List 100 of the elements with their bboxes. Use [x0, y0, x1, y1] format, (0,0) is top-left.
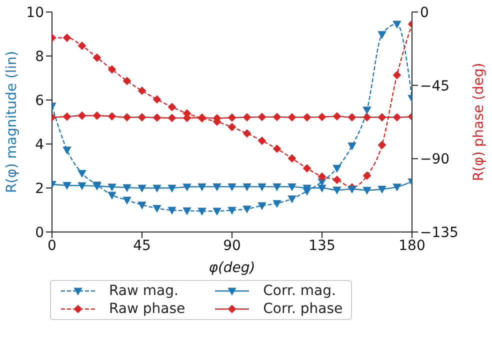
y-axis-title: R(φ) magnitude (lin): [4, 50, 20, 194]
point: [303, 164, 311, 172]
point: [108, 65, 116, 74]
y-tick-label: 4: [35, 136, 44, 153]
point: [153, 184, 161, 192]
point: [123, 184, 131, 192]
point: [63, 146, 71, 154]
y2-axis-title: R(φ) phase (deg): [470, 62, 487, 182]
y2-tick-label: −90: [420, 152, 450, 168]
point: [378, 186, 386, 194]
point: [348, 186, 356, 194]
point: [138, 202, 146, 209]
point: [288, 154, 296, 162]
point: [153, 95, 161, 104]
point: [153, 114, 161, 122]
point: [213, 208, 221, 216]
point: [228, 114, 236, 122]
point: [168, 103, 176, 112]
point: [273, 200, 281, 208]
point: [168, 114, 176, 122]
y-tick-label: 8: [35, 48, 44, 65]
point: [363, 172, 371, 180]
point: [393, 184, 401, 191]
legend-label: Raw mag.: [109, 283, 178, 299]
point: [213, 183, 221, 191]
y-tick-label: 2: [35, 180, 44, 197]
point: [318, 112, 326, 121]
point: [78, 182, 86, 190]
point: [63, 182, 71, 190]
point: [138, 113, 146, 122]
point: [258, 136, 266, 145]
x-tick-label: 90: [223, 238, 241, 254]
point: [363, 106, 371, 114]
point: [393, 71, 401, 80]
point: [333, 164, 341, 172]
point: [168, 184, 176, 192]
point: [258, 112, 266, 121]
point: [378, 113, 386, 122]
point: [123, 196, 131, 204]
point: [63, 34, 71, 42]
point: [378, 140, 386, 149]
point: [318, 172, 326, 181]
point: [183, 207, 191, 215]
point: [273, 183, 281, 191]
legend-label: Corr. phase: [263, 301, 343, 317]
point: [258, 202, 266, 210]
point: [198, 183, 206, 191]
point: [123, 76, 131, 85]
y2-tick-label: −45: [420, 78, 450, 94]
point: [333, 186, 341, 194]
point: [78, 42, 86, 50]
point: [153, 204, 161, 212]
point: [93, 54, 101, 62]
point: [363, 113, 371, 122]
point: [93, 112, 101, 120]
y-tick-label: 0: [35, 224, 44, 241]
point: [138, 86, 146, 95]
point: [243, 183, 251, 191]
y-tick-label: 10: [26, 4, 44, 21]
point: [333, 176, 341, 184]
point: [273, 144, 281, 153]
point: [243, 206, 251, 213]
point: [348, 113, 356, 122]
point: [228, 123, 236, 132]
point: [363, 186, 371, 194]
point: [393, 20, 401, 28]
point: [393, 113, 401, 122]
x-tick-label: 135: [308, 238, 336, 254]
point: [108, 184, 116, 191]
point: [333, 112, 341, 120]
point: [183, 184, 191, 191]
point: [288, 183, 296, 191]
point: [288, 113, 296, 122]
point: [78, 112, 86, 120]
x-axis-title: φ(deg): [208, 260, 256, 276]
point: [243, 113, 251, 122]
point: [303, 113, 311, 122]
point: [63, 112, 71, 121]
point: [288, 195, 296, 203]
y-tick-label: 6: [35, 92, 44, 109]
point: [273, 112, 281, 121]
point: [123, 113, 131, 122]
legend-label: Corr. mag.: [263, 283, 336, 299]
point: [318, 184, 326, 192]
point: [168, 206, 176, 214]
point: [228, 183, 236, 191]
point: [348, 142, 356, 150]
point: [198, 208, 206, 216]
point: [108, 112, 116, 120]
point: [243, 129, 251, 138]
x-tick-label: 45: [133, 238, 151, 254]
point: [258, 183, 266, 191]
point: [228, 206, 236, 214]
point: [78, 170, 86, 178]
x-tick-label: 0: [48, 238, 56, 254]
y2-tick-label: 0: [420, 4, 429, 21]
point: [108, 192, 116, 200]
point: [138, 184, 146, 192]
point: [378, 31, 386, 38]
legend-label: Raw phase: [109, 301, 186, 317]
